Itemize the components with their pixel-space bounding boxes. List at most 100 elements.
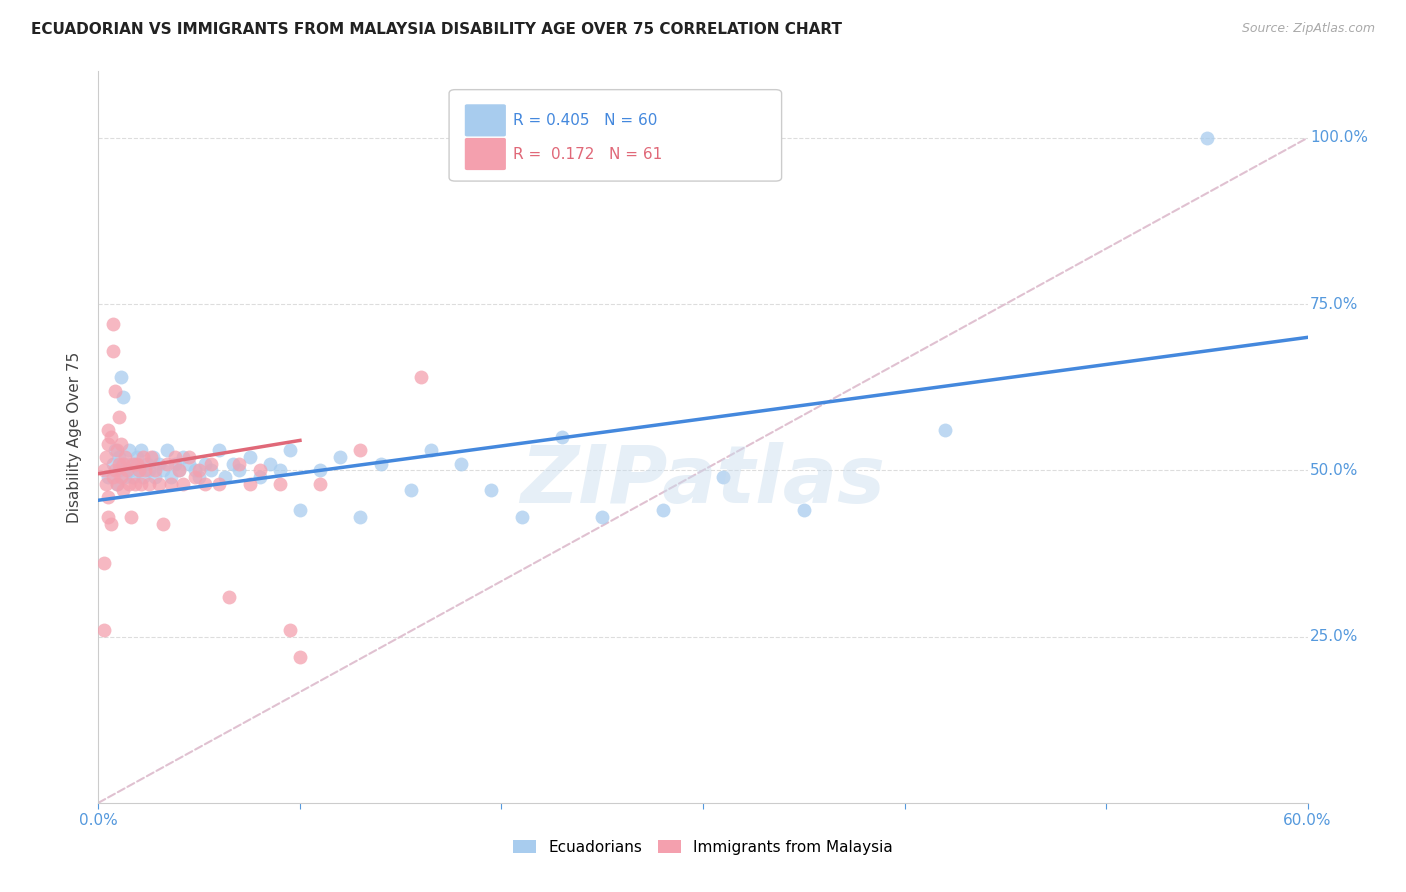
Point bbox=[278, 623, 301, 637]
Point bbox=[420, 443, 443, 458]
Point bbox=[228, 463, 250, 477]
Point bbox=[118, 476, 141, 491]
Point bbox=[167, 463, 190, 477]
Point bbox=[163, 450, 186, 464]
Point bbox=[160, 476, 183, 491]
Text: R =  0.172   N = 61: R = 0.172 N = 61 bbox=[513, 146, 662, 161]
Point bbox=[156, 457, 179, 471]
Point bbox=[793, 503, 815, 517]
Legend: Ecuadorians, Immigrants from Malaysia: Ecuadorians, Immigrants from Malaysia bbox=[508, 834, 898, 861]
Point bbox=[101, 470, 124, 484]
Point bbox=[551, 430, 574, 444]
Text: R = 0.405   N = 60: R = 0.405 N = 60 bbox=[513, 113, 658, 128]
Point bbox=[97, 490, 120, 504]
Point bbox=[194, 476, 217, 491]
Point bbox=[152, 516, 174, 531]
Point bbox=[97, 509, 120, 524]
Point bbox=[194, 457, 217, 471]
Point bbox=[142, 450, 165, 464]
Point bbox=[101, 317, 124, 331]
Point bbox=[249, 463, 271, 477]
Point bbox=[309, 463, 332, 477]
Point bbox=[93, 623, 115, 637]
Point bbox=[188, 470, 211, 484]
Point bbox=[172, 476, 194, 491]
Point bbox=[93, 557, 115, 571]
Point bbox=[309, 476, 332, 491]
Point bbox=[124, 476, 146, 491]
Point bbox=[188, 463, 211, 477]
Point bbox=[96, 450, 118, 464]
Point bbox=[135, 457, 157, 471]
Point bbox=[148, 476, 170, 491]
Text: 25.0%: 25.0% bbox=[1310, 629, 1358, 644]
Point bbox=[134, 463, 156, 477]
Point bbox=[100, 430, 122, 444]
Point bbox=[269, 476, 291, 491]
Point bbox=[208, 443, 231, 458]
Point bbox=[129, 476, 152, 491]
Point bbox=[97, 424, 120, 438]
Point bbox=[139, 450, 162, 464]
Point bbox=[97, 470, 120, 484]
Point bbox=[481, 483, 503, 498]
Point bbox=[934, 424, 956, 438]
Point bbox=[200, 457, 222, 471]
Point bbox=[370, 457, 392, 471]
Point bbox=[115, 457, 138, 471]
Point bbox=[167, 463, 190, 477]
Point bbox=[179, 457, 201, 471]
Point bbox=[179, 450, 201, 464]
Point bbox=[110, 370, 132, 384]
Point bbox=[124, 457, 146, 471]
Text: 75.0%: 75.0% bbox=[1310, 297, 1358, 311]
Point bbox=[228, 457, 250, 471]
Point bbox=[93, 463, 115, 477]
Point bbox=[115, 463, 138, 477]
Point bbox=[103, 384, 125, 398]
Point bbox=[288, 649, 311, 664]
Point bbox=[120, 463, 142, 477]
Point bbox=[148, 457, 170, 471]
Point bbox=[156, 443, 179, 458]
Point bbox=[100, 516, 122, 531]
Point bbox=[107, 450, 129, 464]
Point bbox=[105, 443, 128, 458]
Point bbox=[349, 443, 371, 458]
Point bbox=[329, 450, 352, 464]
Point bbox=[143, 470, 166, 484]
FancyBboxPatch shape bbox=[465, 138, 506, 170]
Point bbox=[97, 436, 120, 450]
Point bbox=[111, 483, 134, 498]
Text: 50.0%: 50.0% bbox=[1310, 463, 1358, 478]
Point bbox=[105, 476, 128, 491]
Point bbox=[208, 476, 231, 491]
Point bbox=[128, 463, 150, 477]
Point bbox=[152, 463, 174, 477]
Point bbox=[239, 450, 262, 464]
Y-axis label: Disability Age Over 75: Disability Age Over 75 bbox=[67, 351, 83, 523]
Point bbox=[111, 390, 134, 404]
Point bbox=[160, 470, 183, 484]
Point bbox=[110, 436, 132, 450]
Point bbox=[143, 463, 166, 477]
Point bbox=[118, 443, 141, 458]
Point bbox=[96, 476, 118, 491]
Point bbox=[288, 503, 311, 517]
Point bbox=[103, 463, 125, 477]
Point bbox=[510, 509, 533, 524]
Point bbox=[107, 410, 129, 425]
Point bbox=[132, 450, 155, 464]
Point bbox=[249, 470, 271, 484]
Point bbox=[269, 463, 291, 477]
Point bbox=[711, 470, 734, 484]
Text: ZIPatlas: ZIPatlas bbox=[520, 442, 886, 520]
Point bbox=[105, 476, 128, 491]
Point bbox=[120, 509, 142, 524]
Point bbox=[101, 457, 124, 471]
Point bbox=[110, 470, 132, 484]
Point bbox=[125, 450, 148, 464]
Point bbox=[111, 457, 134, 471]
Point bbox=[399, 483, 422, 498]
FancyBboxPatch shape bbox=[465, 104, 506, 136]
